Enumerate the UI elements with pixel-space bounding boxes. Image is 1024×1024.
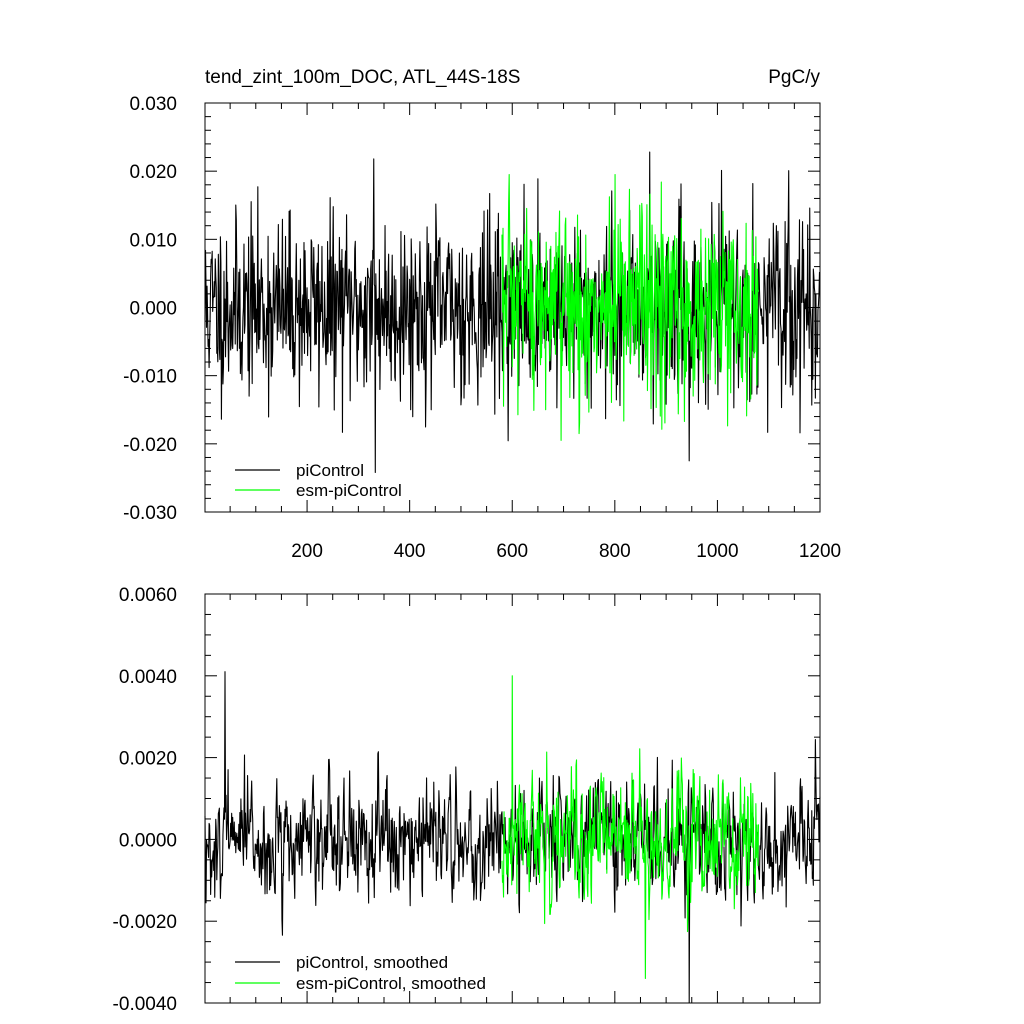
bottom-series-lines <box>204 671 821 1004</box>
y-tick-label: 0.0040 <box>119 667 177 688</box>
top-units: PgC/y <box>768 67 820 88</box>
series-line-esm-picontrol <box>501 174 759 441</box>
x-tick-label: 600 <box>496 541 528 562</box>
y-tick-label: -0.010 <box>123 367 177 388</box>
top-series-lines <box>204 151 821 474</box>
bottom-panel: -0.0040 -0.0020 0.0000 0.0020 0.0040 0.0060 p… <box>113 585 821 1015</box>
top-title: tend_zint_100m_DOC, ATL_44S-18S <box>205 67 520 88</box>
series-line-picontrol <box>204 151 821 474</box>
y-tick-label: 0.020 <box>129 162 177 183</box>
x-tick-label: 1000 <box>696 541 738 562</box>
series-line-picontrol <box>204 671 821 1004</box>
y-tick-label: -0.030 <box>123 503 177 524</box>
y-tick-label: 0.0060 <box>119 585 177 606</box>
y-tick-label: 0.0000 <box>119 830 177 851</box>
x-tick-label: 400 <box>394 541 426 562</box>
y-tick-label: 0.0020 <box>119 749 177 770</box>
y-tick-label: 0.010 <box>129 230 177 251</box>
series-line-esm-picontrol <box>501 675 759 980</box>
top-legend-label-picontrol: piControl <box>296 461 364 480</box>
x-tick-label: 200 <box>291 541 323 562</box>
y-tick-label: 0.000 <box>129 299 177 320</box>
bottom-axes: -0.0040 -0.0020 0.0000 0.0020 0.0040 0.0060 <box>113 585 821 1015</box>
x-tick-label: 800 <box>599 541 631 562</box>
top-legend: piControl esm-piControl <box>235 461 402 500</box>
x-tick-label: 1200 <box>799 541 841 562</box>
bottom-legend-label-esm-picontrol: esm-piControl, smoothed <box>296 974 486 993</box>
y-tick-label: 0.030 <box>129 94 177 115</box>
y-tick-label: -0.0020 <box>113 912 177 933</box>
top-legend-label-esm-picontrol: esm-piControl <box>296 481 402 500</box>
top-panel: tend_zint_100m_DOC, ATL_44S-18S PgC/y -0… <box>123 67 841 562</box>
y-tick-label: -0.0040 <box>113 994 177 1015</box>
y-tick-label: -0.020 <box>123 435 177 456</box>
bottom-legend-label-picontrol: piControl, smoothed <box>296 953 448 972</box>
bottom-legend: piControl, smoothed esm-piControl, smoot… <box>235 953 486 993</box>
top-axes: -0.030 -0.020 -0.010 0.000 0.010 0.020 0.030 20… <box>123 94 841 562</box>
